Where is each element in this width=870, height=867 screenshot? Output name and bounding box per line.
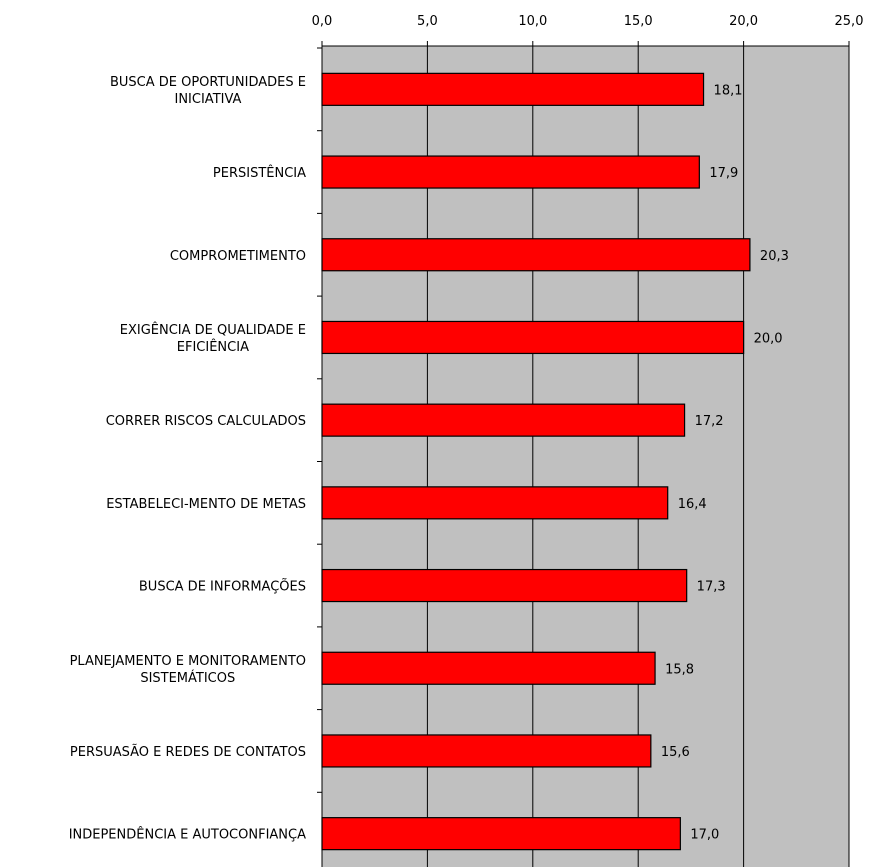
data-label: 17,9 xyxy=(709,166,738,181)
category-label-line: BUSCA DE OPORTUNIDADES E xyxy=(110,75,306,90)
category-label: PLANEJAMENTO E MONITORAMENTO SISTEMÁTICOS xyxy=(70,654,306,686)
bar xyxy=(321,238,751,272)
data-label: 15,6 xyxy=(661,745,690,760)
category-label: INDEPENDÊNCIA E AUTOCONFIANÇA xyxy=(69,827,306,843)
category-label-line: INICIATIVA xyxy=(175,92,242,107)
category-label: BUSCA DE INFORMAÇÕES xyxy=(139,579,306,595)
bar xyxy=(321,320,745,355)
category-label: ESTABELECI-MENTO DE METAS xyxy=(106,497,306,512)
data-label: 17,0 xyxy=(690,828,719,843)
category-label-line: CORRER RISCOS CALCULADOS xyxy=(106,414,306,429)
tick-label: 0,0 xyxy=(312,14,333,29)
data-label: 20,0 xyxy=(754,331,783,346)
tick-label: 20,0 xyxy=(729,14,758,29)
tick-label: 10,0 xyxy=(518,14,547,29)
bar xyxy=(321,651,656,685)
bar xyxy=(321,486,669,520)
data-label: 17,3 xyxy=(697,580,726,595)
data-label: 20,3 xyxy=(760,249,789,264)
category-label: PERSUASÃO E REDES DE CONTATOS xyxy=(70,744,306,760)
bar xyxy=(321,72,705,106)
bar-series: 18,1 17,9 20,3 20,0 17,2 16,4 17,3 15,8 15,6 17,0 xyxy=(321,72,789,851)
category-label-line: EFICIÊNCIA xyxy=(177,339,249,355)
bar xyxy=(321,403,686,437)
data-label: 18,1 xyxy=(714,83,743,98)
category-label: COMPROMETIMENTO xyxy=(170,249,306,264)
category-label-line: ESTABELECI-MENTO DE METAS xyxy=(106,497,306,512)
category-label-line: EXIGÊNCIA DE QUALIDADE E xyxy=(120,322,306,338)
tick-label: 25,0 xyxy=(835,14,864,29)
data-label: 17,2 xyxy=(695,414,724,429)
category-label: EXIGÊNCIA DE QUALIDADE E EFICIÊNCIA xyxy=(120,322,306,355)
category-label-line: SISTEMÁTICOS xyxy=(140,670,235,686)
category-label-line: BUSCA DE INFORMAÇÕES xyxy=(139,579,306,595)
data-label: 15,8 xyxy=(665,662,694,677)
category-label-line: PERSUASÃO E REDES DE CONTATOS xyxy=(70,744,306,760)
bar xyxy=(321,734,652,768)
category-label: BUSCA DE OPORTUNIDADES E INICIATIVA xyxy=(110,75,306,107)
category-label-line: INDEPENDÊNCIA E AUTOCONFIANÇA xyxy=(69,827,306,843)
category-label: CORRER RISCOS CALCULADOS xyxy=(106,414,306,429)
category-axis: BUSCA DE OPORTUNIDADES E INICIATIVA PERSIS… xyxy=(69,46,323,867)
category-label-line: PERSISTÊNCIA xyxy=(213,165,306,181)
bar xyxy=(321,817,681,851)
value-axis: 0,0 5,0 10,0 15,0 20,0 25,0 xyxy=(312,14,864,47)
category-label-line: PLANEJAMENTO E MONITORAMENTO xyxy=(70,654,306,669)
category-label-line: COMPROMETIMENTO xyxy=(170,249,306,264)
bar xyxy=(321,155,700,189)
tick-label: 15,0 xyxy=(624,14,653,29)
data-label: 16,4 xyxy=(678,497,707,512)
bar xyxy=(321,568,688,603)
category-label: PERSISTÊNCIA xyxy=(213,165,306,181)
tick-label: 5,0 xyxy=(417,14,438,29)
